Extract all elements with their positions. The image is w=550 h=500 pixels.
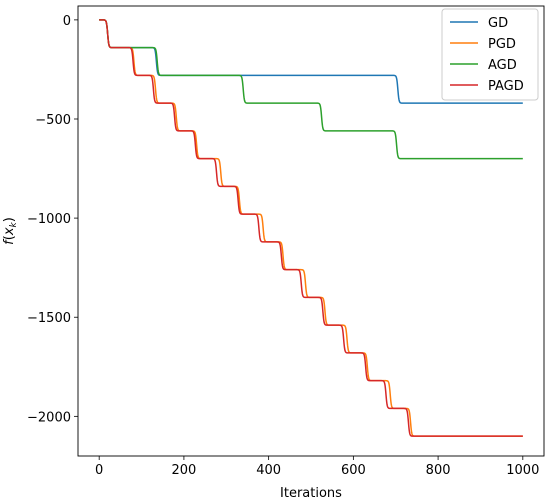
x-axis-title: Iterations — [280, 486, 342, 500]
plot-frame — [77, 5, 545, 457]
series-line-pagd — [98, 19, 524, 437]
y-tick-label: −1000 — [27, 212, 71, 227]
x-tick-label: 1000 — [506, 463, 539, 478]
legend: GD PGD AGD PAGD — [441, 8, 539, 101]
x-tick-label: 600 — [341, 463, 366, 478]
x-tick-label: 200 — [171, 463, 196, 478]
series-line-agd — [98, 19, 524, 160]
legend-label-pgd: PGD — [488, 37, 516, 52]
y-tick-label: −500 — [35, 113, 71, 128]
legend-label-agd: AGD — [488, 58, 517, 73]
legend-box — [441, 8, 539, 101]
series-layer — [98, 19, 524, 437]
y-axis-title: f(xk) — [2, 217, 19, 245]
x-tick-label: 800 — [426, 463, 451, 478]
y-ticks: 0 −500 −1000 −1500 −2000 — [27, 14, 78, 425]
x-tick-label: 400 — [256, 463, 281, 478]
y-tick-label: 0 — [63, 14, 71, 29]
y-tick-label: −1500 — [27, 311, 71, 326]
legend-label-pagd: PAGD — [488, 79, 524, 94]
x-tick-label: 0 — [95, 463, 103, 478]
legend-label-gd: GD — [488, 16, 508, 31]
x-ticks: 0 200 400 600 800 1000 — [95, 456, 539, 478]
y-tick-label: −2000 — [27, 410, 71, 425]
